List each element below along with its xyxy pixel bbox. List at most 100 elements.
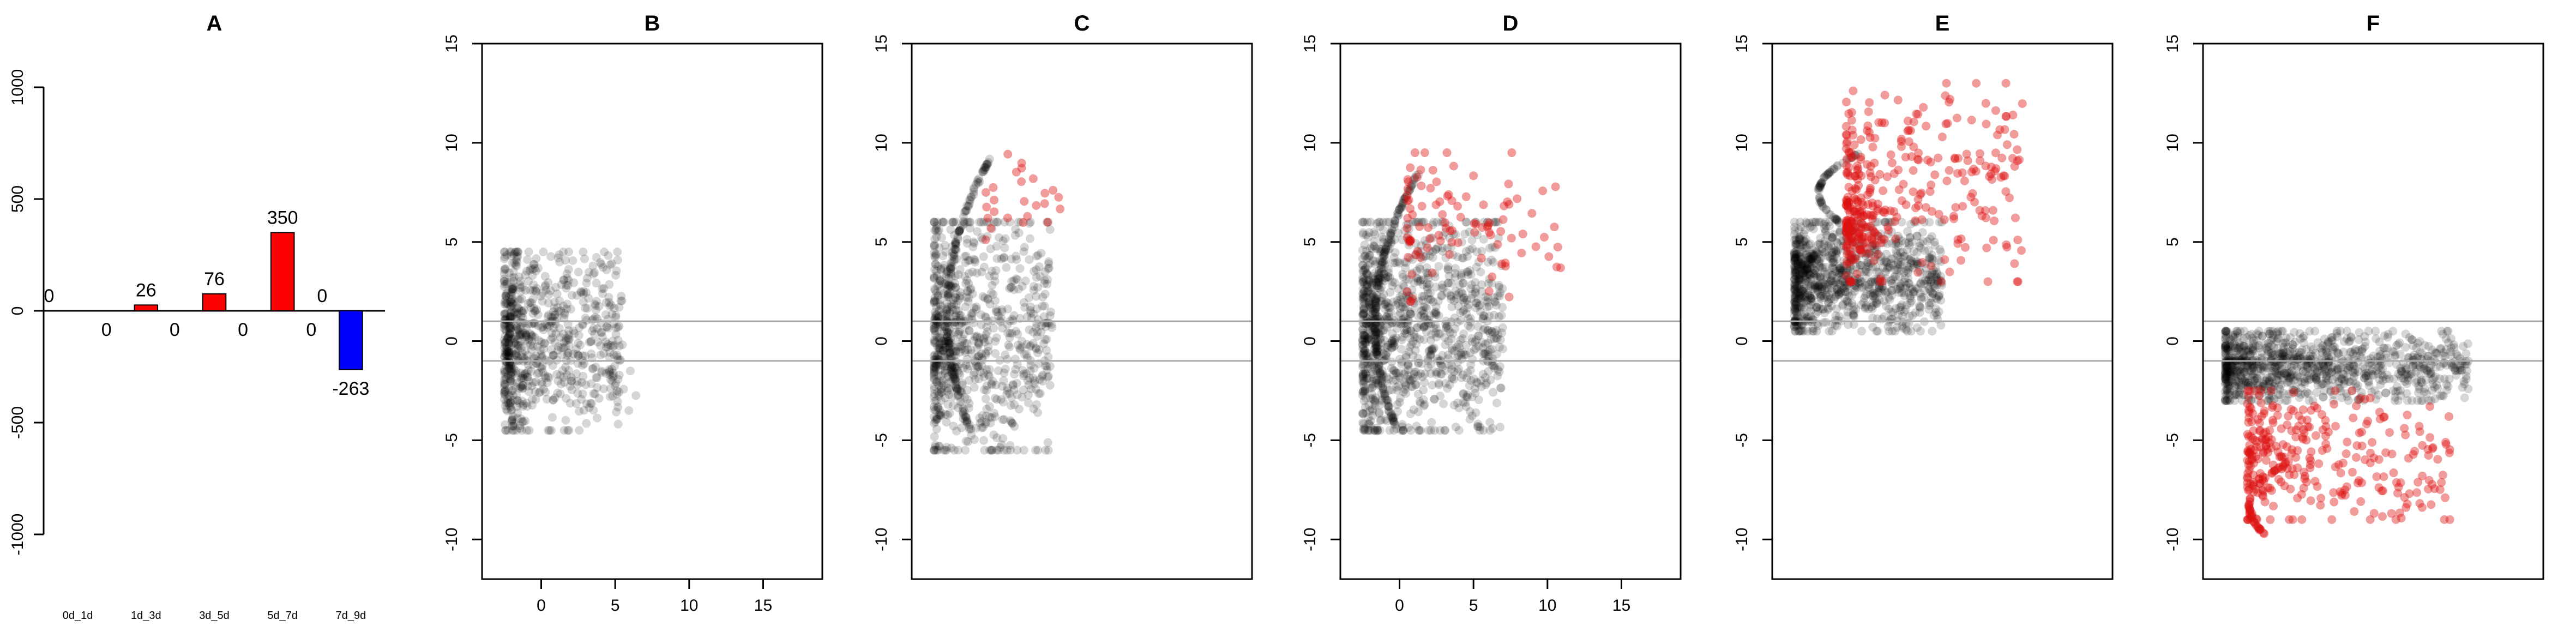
scatter-point [2222,327,2231,336]
panel-d-x-tick-label: 10 [1538,597,1556,615]
scatter-point [1388,329,1397,338]
scatter-point [1907,297,1916,306]
scatter-point [1401,389,1410,398]
scatter-point [1847,298,1857,308]
scatter-point [505,247,515,256]
scatter-point [1892,238,1901,247]
scatter-point [1413,323,1422,332]
scatter-point [513,334,522,344]
scatter-point [1794,318,1803,327]
scatter-point [597,260,606,269]
scatter-point [1381,245,1391,255]
scatter-point [1790,257,1799,266]
scatter-point [1916,243,1925,252]
scatter-point [1792,236,1801,245]
scatter-point [1903,127,1912,136]
scatter-point [1410,278,1419,287]
scatter-point [1796,285,1805,294]
scatter-point [510,339,519,348]
scatter-point [1423,285,1432,294]
scatter-point [1880,208,1889,218]
scatter-point [1450,269,1460,278]
scatter-point [1550,222,1559,232]
scatter-point [952,300,961,310]
scatter-point [1941,119,1951,129]
scatter-point [1805,291,1814,300]
scatter-point [1881,205,1890,214]
scatter-point [528,286,538,296]
scatter-point [1864,107,1873,116]
scatter-point [1819,220,1828,229]
scatter-point [1471,287,1480,296]
scatter-point [1406,182,1416,191]
scatter-point [1410,148,1419,158]
scatter-point [562,304,571,314]
scatter-point [543,378,552,387]
scatter-point [1401,367,1410,376]
scatter-point [1442,322,1451,332]
scatter-point [1471,218,1480,227]
scatter-point [941,279,950,288]
scatter-point [973,362,983,371]
scatter-point [1360,426,1369,435]
scatter-point [1845,148,1854,157]
scatter-point [988,377,997,386]
scatter-point [1801,261,1810,270]
scatter-point [1413,389,1423,399]
scatter-point [1880,234,1889,244]
scatter-point [932,310,942,320]
scatter-point [553,388,562,398]
scatter-point [1413,274,1423,284]
scatter-point [514,295,523,304]
scatter-point [1388,416,1398,425]
scatter-point [500,338,509,347]
scatter-point [1796,269,1805,279]
scatter-point [1846,226,1856,236]
scatter-point [1790,280,1799,290]
scatter-point [1419,395,1428,404]
scatter-point [1402,220,1411,229]
scatter-point [612,350,622,359]
scatter-point [605,366,614,376]
scatter-point [1906,298,1915,308]
scatter-point [1814,306,1823,316]
scatter-point [1801,273,1810,282]
scatter-point [1883,230,1893,239]
scatter-point [1851,254,1860,263]
scatter-point [506,406,515,415]
scatter-point [1439,218,1448,227]
scatter-point [1409,405,1418,414]
scatter-point [944,289,954,298]
scatter-point [937,371,946,380]
scatter-point [1489,361,1498,370]
scatter-point [1367,390,1376,399]
scatter-point [1024,380,1033,389]
scatter-point [1808,254,1817,263]
scatter-point [1888,286,1897,295]
scatter-point [1808,218,1817,227]
scatter-point [1359,304,1368,314]
scatter-point [606,384,615,393]
scatter-point [930,366,939,375]
scatter-point [1811,309,1820,318]
scatter-point [1802,264,1811,274]
scatter-point [1924,275,1934,284]
scatter-point [935,358,944,367]
scatter-point [1417,306,1426,316]
scatter-point [1895,272,1904,281]
scatter-point [982,365,991,374]
scatter-point [1868,224,1877,233]
scatter-point [1809,224,1818,233]
scatter-point [547,413,557,422]
scatter-point [524,387,533,396]
scatter-point [548,351,557,360]
scatter-point [1404,361,1413,370]
scatter-point [2279,389,2288,398]
scatter-point [1405,224,1414,233]
scatter-point [930,248,939,257]
scatter-point [1815,257,1824,266]
scatter-point [979,423,988,432]
scatter-point [1843,137,1852,146]
scatter-point [1418,218,1427,227]
scatter-point [515,399,524,408]
